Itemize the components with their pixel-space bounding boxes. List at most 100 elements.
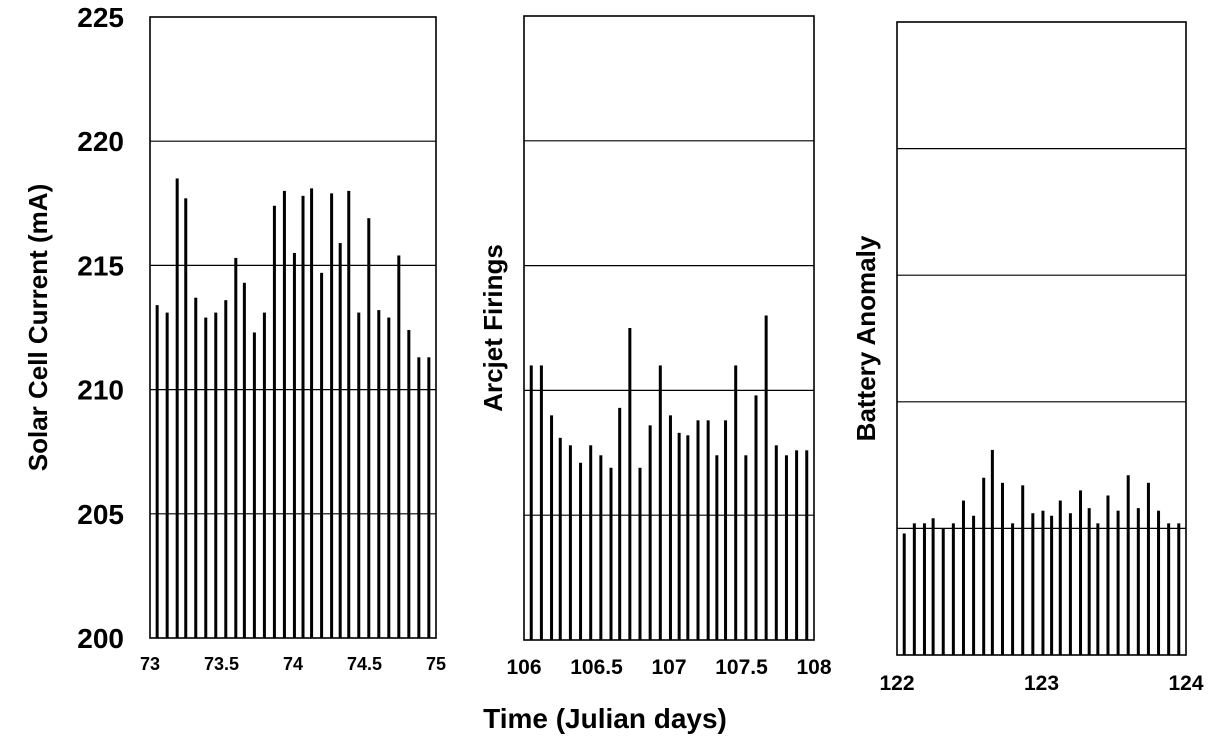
bar-arcjet-firings-15 <box>677 432 681 640</box>
bar-solar-cell-current-7 <box>224 300 228 638</box>
bar-arcjet-firings-22 <box>744 455 748 640</box>
bar-battery-anomaly-4 <box>941 528 945 655</box>
bar-arcjet-firings-6 <box>589 445 593 640</box>
bar-arcjet-firings-21 <box>734 365 738 640</box>
bar-solar-cell-current-17 <box>320 272 324 638</box>
panel-arcjet-firings: 106 106.5 107 107.5 108 Arcjet Firings <box>478 15 832 679</box>
bar-solar-cell-current-11 <box>262 312 266 638</box>
bar-battery-anomaly-23 <box>1126 475 1130 655</box>
bar-arcjet-firings-26 <box>784 455 788 640</box>
x-tick-label: 124 <box>1168 672 1203 695</box>
bar-battery-anomaly-1 <box>912 523 916 655</box>
bar-battery-anomaly-26 <box>1157 510 1161 655</box>
bar-arcjet-firings-24 <box>764 315 768 640</box>
x-tick-label: 75 <box>426 654 446 674</box>
bar-solar-cell-current-0 <box>155 305 159 638</box>
bar-battery-anomaly-28 <box>1177 523 1181 655</box>
bar-battery-anomaly-11 <box>1011 523 1015 655</box>
x-axis-title: Time (Julian days) <box>483 703 727 734</box>
bar-solar-cell-current-12 <box>272 205 276 638</box>
panel-battery-anomaly: 122 123 124 Battery Anomaly <box>851 21 1204 695</box>
y-tick-label: 200 <box>77 623 124 654</box>
y-tick-label: 205 <box>77 499 124 530</box>
bar-solar-cell-current-26 <box>407 329 411 638</box>
bar-battery-anomaly-24 <box>1136 508 1140 655</box>
x-tick-label: 74 <box>283 654 303 674</box>
bar-battery-anomaly-18 <box>1079 490 1083 655</box>
y-axis-title-arcjet-firings: Arcjet Firings <box>478 244 508 412</box>
bar-arcjet-firings-18 <box>706 420 710 640</box>
y-axis-title-solar-cell-current: Solar Cell Current (mA) <box>23 184 53 472</box>
bar-arcjet-firings-17 <box>696 420 700 640</box>
bar-arcjet-firings-28 <box>805 450 809 640</box>
bar-battery-anomaly-17 <box>1068 513 1072 655</box>
bar-arcjet-firings-12 <box>648 425 652 640</box>
x-tick-label: 106.5 <box>570 656 623 679</box>
bar-battery-anomaly-8 <box>982 477 986 655</box>
x-tick-label: 106 <box>506 656 541 679</box>
bar-solar-cell-current-16 <box>310 188 314 638</box>
bar-battery-anomaly-19 <box>1087 508 1091 655</box>
bar-battery-anomaly-0 <box>902 533 906 655</box>
x-tick-label: 122 <box>879 672 914 695</box>
bar-arcjet-firings-27 <box>795 450 799 640</box>
bar-solar-cell-current-18 <box>330 193 334 638</box>
bar-solar-cell-current-4 <box>194 297 198 638</box>
bar-arcjet-firings-20 <box>724 420 728 640</box>
bar-battery-anomaly-14 <box>1041 510 1045 655</box>
x-tick-label: 123 <box>1024 672 1059 695</box>
y-tick-label: 220 <box>77 126 124 157</box>
bar-battery-anomaly-22 <box>1116 510 1120 655</box>
panel-solar-cell-current: 73 73.5 74 74.5 75 200 205 210 215 220 225 Solar Ce… <box>23 2 446 674</box>
x-tick-label: 73 <box>140 654 160 674</box>
bar-solar-cell-current-15 <box>301 195 305 638</box>
y-tick-label: 210 <box>77 375 124 406</box>
y-tick-label: 225 <box>77 2 124 33</box>
bar-battery-anomaly-7 <box>972 515 976 655</box>
bar-solar-cell-current-5 <box>204 317 208 638</box>
bar-battery-anomaly-2 <box>922 523 926 655</box>
bar-battery-anomaly-12 <box>1021 485 1025 655</box>
bar-arcjet-firings-4 <box>568 445 572 640</box>
bar-arcjet-firings-11 <box>638 467 642 640</box>
bar-arcjet-firings-16 <box>686 435 690 640</box>
bar-battery-anomaly-20 <box>1096 523 1100 655</box>
bar-solar-cell-current-13 <box>282 190 286 638</box>
bar-solar-cell-current-28 <box>427 357 431 638</box>
y-axis-title-battery-anomaly: Battery Anomaly <box>851 235 881 441</box>
bar-solar-cell-current-14 <box>292 252 296 639</box>
bar-battery-anomaly-15 <box>1050 515 1054 655</box>
bar-solar-cell-current-23 <box>377 310 381 638</box>
bar-arcjet-firings-25 <box>774 445 778 640</box>
bar-solar-cell-current-8 <box>234 257 238 638</box>
x-tick-label: 107 <box>651 656 686 679</box>
x-tick-label: 73.5 <box>204 654 239 674</box>
bar-arcjet-firings-2 <box>550 415 554 640</box>
bar-battery-anomaly-16 <box>1058 500 1062 655</box>
bar-solar-cell-current-9 <box>242 282 246 638</box>
y-tick-label: 215 <box>77 250 124 281</box>
bar-battery-anomaly-3 <box>931 518 935 655</box>
bar-arcjet-firings-10 <box>628 328 632 640</box>
bar-arcjet-firings-0 <box>529 365 533 640</box>
x-tick-label: 107.5 <box>715 656 768 679</box>
bar-arcjet-firings-13 <box>658 365 662 640</box>
bar-solar-cell-current-21 <box>357 312 361 638</box>
bar-solar-cell-current-3 <box>184 198 188 638</box>
x-tick-label: 108 <box>796 656 831 679</box>
bar-solar-cell-current-1 <box>165 312 169 638</box>
bar-solar-cell-current-19 <box>338 243 342 638</box>
bar-arcjet-firings-7 <box>599 455 603 640</box>
bar-solar-cell-current-25 <box>397 255 401 639</box>
bar-solar-cell-current-27 <box>417 357 421 638</box>
bar-solar-cell-current-24 <box>387 317 391 638</box>
bar-solar-cell-current-10 <box>252 332 256 638</box>
bar-solar-cell-current-6 <box>214 312 218 638</box>
bar-arcjet-firings-8 <box>609 467 613 640</box>
bar-battery-anomaly-27 <box>1167 523 1171 655</box>
bar-arcjet-firings-9 <box>618 407 622 640</box>
bar-arcjet-firings-14 <box>668 415 672 640</box>
bar-battery-anomaly-13 <box>1031 513 1035 655</box>
bar-arcjet-firings-3 <box>558 437 562 640</box>
